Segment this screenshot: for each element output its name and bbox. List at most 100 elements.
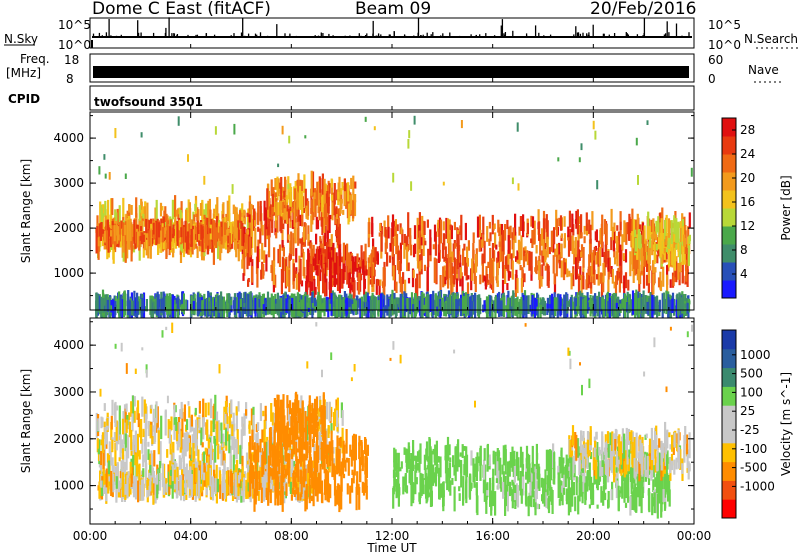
power-cell [301,237,304,246]
power-cell [498,241,501,247]
velocity-cell [97,448,100,455]
power-cell [386,252,389,267]
velocity-cell [232,454,235,475]
power-cell [407,277,411,284]
power-cell [256,246,259,269]
power-cell [516,277,519,294]
power-cell [145,218,148,240]
velocity-cell [204,402,207,418]
velocity-cell [188,406,191,418]
power-cell [292,277,295,289]
power-cell [126,233,129,259]
power-cell [278,244,282,267]
power-cell [271,213,274,233]
velocity-cell [319,463,322,486]
velocity-cell [114,466,117,485]
power-cell [316,265,319,276]
power-cell [501,230,504,252]
power-cell [675,256,678,262]
velocity-cell [314,462,317,487]
power-cell [337,226,340,246]
velocity-cell [299,422,302,446]
power-cell [318,260,321,266]
power-cell [444,246,447,261]
velocity-cell [103,403,106,411]
power-cell [371,296,374,314]
power-cell [266,226,269,236]
velocity-cell [340,468,343,492]
velocity-cell [210,485,213,497]
velocity-cell [351,478,354,493]
power-cell [553,275,557,294]
power-cell [309,255,312,281]
power-cell [626,302,629,313]
power-cell [128,204,131,227]
power-cell [390,295,394,311]
velocity-cell [291,487,294,495]
velocity-cell [99,470,102,481]
velocity-cell [313,409,316,431]
power-cell [340,199,343,204]
power-cell [227,235,230,244]
power-cell [145,233,148,238]
velocity-cell [347,458,350,476]
velocity-cell [95,412,98,438]
velocity-cell [335,448,338,475]
velocity-cell [100,439,103,446]
power-cell [282,294,285,315]
power-cell [558,254,561,260]
power-cell [260,221,263,232]
power-cell [579,266,582,281]
power-cell [310,199,313,212]
power-cell [180,303,183,310]
velocity-cell [167,419,170,439]
power-cell [554,302,557,316]
power-cell [160,230,163,243]
velocity-cell [357,483,360,495]
velocity-cell [140,419,143,444]
power-cell [455,259,459,282]
power-cell [220,221,223,237]
power-cell [301,211,304,227]
power-cell [643,225,646,244]
power-cell [293,188,297,200]
power-cell [278,184,281,194]
velocity-cell [118,421,121,438]
power-cell [180,246,183,252]
velocity-cell [119,434,122,459]
power-cell [627,279,630,291]
power-cell [499,223,502,244]
power-cell [332,301,335,307]
power-cell [613,222,616,241]
velocity-cell [253,442,256,457]
velocity-cell [252,414,255,440]
power-cell [230,300,233,313]
power-cell [279,182,282,189]
power-cell [442,233,445,246]
velocity-cell [303,455,306,467]
velocity-cell [289,481,292,495]
velocity-cell [180,401,183,419]
velocity-cell [308,446,312,467]
power-cell [274,192,277,198]
velocity-cell [195,467,198,483]
power-cell [488,221,491,229]
velocity-cell [346,483,349,495]
power-cell [677,262,680,280]
power-cell [434,231,437,256]
velocity-cell [295,483,298,495]
power-cell [492,276,495,294]
velocity-cell [361,453,364,467]
power-cell [407,262,410,272]
velocity-cell [174,405,177,413]
power-cell [395,281,398,293]
power-cell [546,303,549,315]
velocity-cell [186,419,189,430]
power-cell [439,275,442,298]
power-cell [330,293,333,316]
velocity-cell [203,451,206,474]
power-cell [317,291,320,318]
power-cell [575,253,578,280]
velocity-cell [338,464,341,477]
